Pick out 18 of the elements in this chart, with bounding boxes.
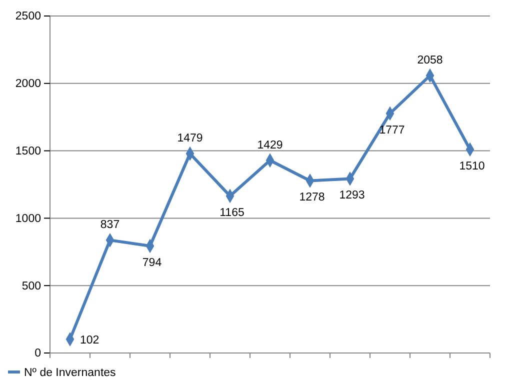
data-label: 837 bbox=[100, 219, 120, 232]
data-label: 1777 bbox=[379, 124, 405, 136]
legend-label: Nº de Invernantes bbox=[24, 367, 116, 379]
data-label: 1510 bbox=[459, 160, 485, 172]
y-tick-label: 2500 bbox=[15, 10, 41, 23]
data-label: 1278 bbox=[299, 192, 325, 204]
y-tick-label: 1000 bbox=[15, 212, 41, 225]
data-label: 794 bbox=[142, 256, 162, 269]
y-tick-label: 2000 bbox=[15, 78, 41, 90]
y-tick-label: 0 bbox=[34, 348, 41, 360]
data-label: 1429 bbox=[257, 139, 283, 152]
data-label: 1479 bbox=[177, 132, 203, 145]
data-label: 2058 bbox=[417, 54, 443, 67]
y-tick-label: 1500 bbox=[15, 145, 41, 158]
data-label: 1165 bbox=[220, 206, 244, 219]
y-tick-label: 500 bbox=[22, 280, 41, 292]
data-label: 102 bbox=[80, 334, 100, 346]
data-label: 1293 bbox=[339, 190, 365, 202]
